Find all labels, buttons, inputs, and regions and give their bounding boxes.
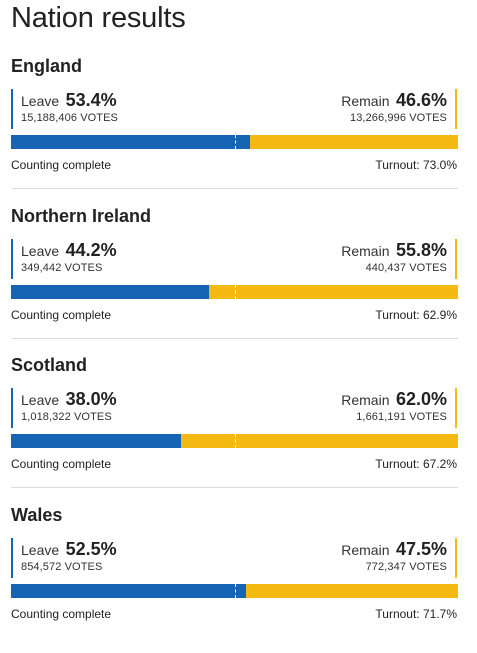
majority-midline: [235, 434, 236, 448]
result-bar: [11, 434, 458, 448]
remain-votes: 1,661,191 VOTES: [356, 411, 447, 423]
leave-label: Leave: [21, 542, 60, 558]
remain-percentage: 55.8%: [395, 240, 447, 260]
remain-result: Remain 55.8% 440,437 VOTES: [341, 239, 457, 279]
section-divider: [11, 188, 458, 189]
result-bar: [11, 135, 458, 149]
remain-label: Remain: [341, 243, 390, 259]
turnout: Turnout: 73.0%: [375, 158, 457, 172]
nation-name: Northern Ireland: [11, 206, 152, 226]
leave-votes: 1,018,322 VOTES: [21, 411, 112, 423]
majority-midline: [235, 135, 236, 149]
remain-votes: 13,266,996 VOTES: [350, 112, 447, 124]
turnout: Turnout: 71.7%: [375, 607, 457, 621]
leave-percentage: 53.4%: [65, 90, 117, 110]
result-bar: [11, 285, 458, 299]
leave-votes: 15,188,406 VOTES: [21, 112, 118, 124]
result-bar: [11, 584, 458, 598]
nation-name: England: [11, 56, 82, 76]
counting-status: Counting complete: [11, 158, 112, 172]
nation-name: Wales: [11, 505, 63, 525]
nation-results-page: Nation results England Leave 53.4% 15,18…: [0, 2, 477, 621]
remain-label: Remain: [341, 392, 390, 408]
remain-percentage: 46.6%: [395, 90, 447, 110]
leave-percentage: 38.0%: [65, 389, 117, 409]
nation-card-england: England Leave 53.4% 15,188,406 VOTES Rem…: [0, 54, 477, 204]
remain-percentage: 62.0%: [395, 389, 447, 409]
leave-bar-segment: [11, 434, 181, 448]
leave-votes: 854,572 VOTES: [21, 561, 103, 573]
section-divider: [11, 487, 458, 488]
remain-percentage: 47.5%: [395, 539, 447, 559]
remain-votes: 772,347 VOTES: [365, 561, 447, 573]
leave-result: Leave 52.5% 854,572 VOTES: [11, 538, 117, 578]
leave-label: Leave: [21, 243, 60, 259]
counting-status: Counting complete: [11, 607, 112, 621]
majority-midline: [235, 285, 236, 299]
turnout: Turnout: 67.2%: [375, 457, 457, 471]
nation-name: Scotland: [11, 355, 88, 375]
page-title: Nation results: [11, 2, 186, 34]
leave-bar-segment: [11, 135, 250, 149]
counting-status: Counting complete: [11, 457, 112, 471]
nation-card-wales: Wales Leave 52.5% 854,572 VOTES Remain 4…: [0, 503, 477, 653]
leave-result: Leave 53.4% 15,188,406 VOTES: [11, 89, 118, 129]
remain-label: Remain: [341, 542, 390, 558]
leave-result: Leave 44.2% 349,442 VOTES: [11, 239, 117, 279]
nation-card-scotland: Scotland Leave 38.0% 1,018,322 VOTES Rem…: [0, 353, 477, 503]
turnout: Turnout: 62.9%: [375, 308, 457, 322]
section-divider: [11, 338, 458, 339]
leave-percentage: 52.5%: [65, 539, 117, 559]
leave-bar-segment: [11, 285, 209, 299]
leave-label: Leave: [21, 392, 60, 408]
remain-result: Remain 46.6% 13,266,996 VOTES: [341, 89, 457, 129]
nation-card-northern-ireland: Northern Ireland Leave 44.2% 349,442 VOT…: [0, 204, 477, 354]
remain-result: Remain 62.0% 1,661,191 VOTES: [341, 388, 457, 428]
majority-midline: [235, 584, 236, 598]
leave-label: Leave: [21, 93, 60, 109]
counting-status: Counting complete: [11, 308, 112, 322]
leave-percentage: 44.2%: [65, 240, 117, 260]
leave-result: Leave 38.0% 1,018,322 VOTES: [11, 388, 117, 428]
remain-label: Remain: [341, 93, 390, 109]
leave-bar-segment: [11, 584, 246, 598]
leave-votes: 349,442 VOTES: [21, 262, 103, 274]
remain-result: Remain 47.5% 772,347 VOTES: [341, 538, 457, 578]
remain-votes: 440,437 VOTES: [365, 262, 447, 274]
